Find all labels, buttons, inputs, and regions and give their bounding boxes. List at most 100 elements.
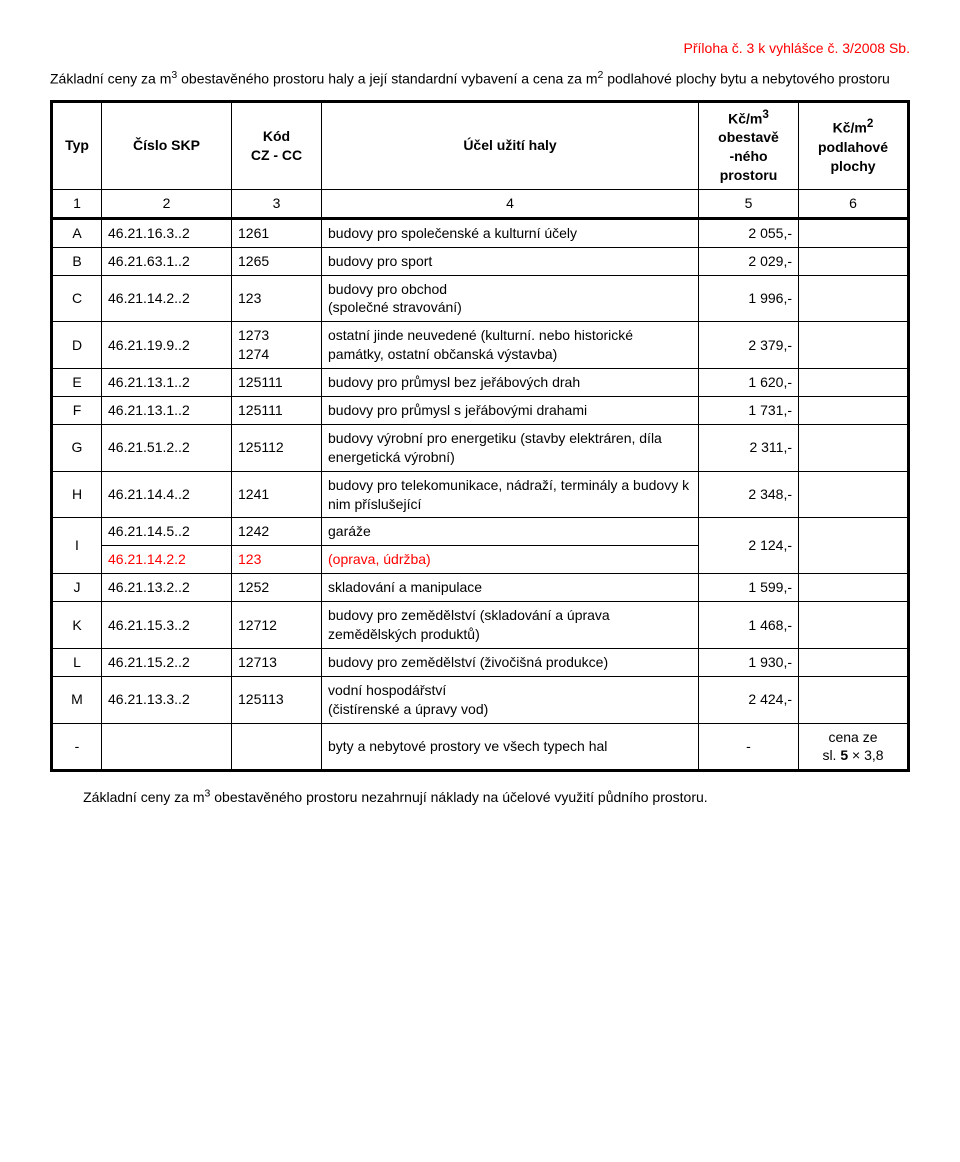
cell-kod: 12731274 (232, 322, 322, 369)
cell-typ: - (52, 723, 102, 771)
document-title: Základní ceny za m3 obestavěného prostor… (50, 68, 910, 90)
cell-kod: 12712 (232, 602, 322, 649)
cell-kc1: 1 930,- (699, 648, 799, 676)
col-header-typ: Typ (52, 101, 102, 189)
cell-kod: 1261 (232, 218, 322, 247)
cell-kc2 (799, 275, 909, 322)
cell-typ: D (52, 322, 102, 369)
cell-ucel: budovy pro průmysl bez jeřábových drah (322, 369, 699, 397)
cell-kc1: 2 055,- (699, 218, 799, 247)
cell-typ: M (52, 676, 102, 723)
numrow-2: 2 (102, 189, 232, 218)
cell-ucel: budovy pro průmysl s jeřábovými drahami (322, 397, 699, 425)
cell-kc1: - (699, 723, 799, 771)
cell-kc1: 1 996,- (699, 275, 799, 322)
cell-skp: 46.21.51.2..2 (102, 424, 232, 471)
col-header-ucel: Účel užití haly (322, 101, 699, 189)
cell-typ: C (52, 275, 102, 322)
cell-skp: 46.21.14.2..2 (102, 275, 232, 322)
cell-ucel: budovy pro zemědělství (živočišná produk… (322, 648, 699, 676)
cell-typ: E (52, 369, 102, 397)
cell-kod: 1265 (232, 247, 322, 275)
cell-kc2: cena zesl. 5 × 3,8 (799, 723, 909, 771)
cell-skp-red: 46.21.14.2.2 (102, 546, 232, 574)
cell-kc1: 2 379,- (699, 322, 799, 369)
col-header-kc1: Kč/m3obestavě-néhoprostoru (699, 101, 799, 189)
cell-typ: I (52, 518, 102, 574)
cell-kod: 1242 (232, 518, 322, 546)
cell-skp: 46.21.14.4..2 (102, 471, 232, 518)
cell-typ: L (52, 648, 102, 676)
attachment-header: Příloha č. 3 k vyhlášce č. 3/2008 Sb. (50, 40, 910, 56)
cell-kc1: 2 348,- (699, 471, 799, 518)
cell-skp: 46.21.14.5..2 (102, 518, 232, 546)
cell-kod: 125111 (232, 369, 322, 397)
cell-typ: J (52, 574, 102, 602)
cell-typ: K (52, 602, 102, 649)
cell-ucel: skladování a manipulace (322, 574, 699, 602)
cell-kod: 123 (232, 275, 322, 322)
cell-skp: 46.21.19.9..2 (102, 322, 232, 369)
cell-typ: F (52, 397, 102, 425)
cell-kc2 (799, 518, 909, 574)
cell-kod (232, 723, 322, 771)
cell-kod-red: 123 (232, 546, 322, 574)
cell-kod: 12713 (232, 648, 322, 676)
cell-ucel-red: (oprava, údržba) (322, 546, 699, 574)
cell-kc1: 1 620,- (699, 369, 799, 397)
cell-kc1: 2 424,- (699, 676, 799, 723)
col-header-skp: Číslo SKP (102, 101, 232, 189)
cell-typ: A (52, 218, 102, 247)
cell-kod: 1252 (232, 574, 322, 602)
cell-kod: 125111 (232, 397, 322, 425)
cell-skp: 46.21.13.1..2 (102, 369, 232, 397)
numrow-5: 5 (699, 189, 799, 218)
cell-kc2 (799, 322, 909, 369)
numrow-1: 1 (52, 189, 102, 218)
cell-ucel: byty a nebytové prostory ve všech typech… (322, 723, 699, 771)
cell-skp: 46.21.13.2..2 (102, 574, 232, 602)
cell-kc2 (799, 676, 909, 723)
cell-ucel: budovy výrobní pro energetiku (stavby el… (322, 424, 699, 471)
cell-kc1: 2 124,- (699, 518, 799, 574)
cell-kod: 1241 (232, 471, 322, 518)
cell-kod: 125112 (232, 424, 322, 471)
cell-kc2 (799, 471, 909, 518)
col-header-kc2: Kč/m2podlahovéplochy (799, 101, 909, 189)
numrow-6: 6 (799, 189, 909, 218)
cell-ucel: budovy pro sport (322, 247, 699, 275)
cell-ucel: garáže (322, 518, 699, 546)
numrow-4: 4 (322, 189, 699, 218)
cell-ucel: budovy pro společenské a kulturní účely (322, 218, 699, 247)
price-table: Typ Číslo SKP KódCZ - CC Účel užití haly… (50, 100, 910, 773)
cell-skp: 46.21.13.1..2 (102, 397, 232, 425)
cell-kc2 (799, 369, 909, 397)
cell-skp: 46.21.13.3..2 (102, 676, 232, 723)
cell-kod: 125113 (232, 676, 322, 723)
cell-kc2 (799, 648, 909, 676)
cell-ucel: ostatní jinde neuvedené (kulturní. nebo … (322, 322, 699, 369)
cell-kc1: 1 599,- (699, 574, 799, 602)
cell-typ: H (52, 471, 102, 518)
cell-kc1: 1 731,- (699, 397, 799, 425)
cell-ucel: vodní hospodářství(čistírenské a úpravy … (322, 676, 699, 723)
cell-kc1: 2 311,- (699, 424, 799, 471)
numrow-3: 3 (232, 189, 322, 218)
cell-skp: 46.21.15.3..2 (102, 602, 232, 649)
cell-kc1: 2 029,- (699, 247, 799, 275)
cell-kc2 (799, 574, 909, 602)
footnote: Základní ceny za m3 obestavěného prostor… (50, 786, 910, 807)
cell-kc2 (799, 218, 909, 247)
cell-typ: B (52, 247, 102, 275)
cell-kc1: 1 468,- (699, 602, 799, 649)
cell-ucel: budovy pro obchod(společné stravování) (322, 275, 699, 322)
cell-ucel: budovy pro telekomunikace, nádraží, term… (322, 471, 699, 518)
cell-skp (102, 723, 232, 771)
cell-kc2 (799, 602, 909, 649)
cell-skp: 46.21.15.2..2 (102, 648, 232, 676)
cell-kc2 (799, 424, 909, 471)
cell-kc2 (799, 247, 909, 275)
col-header-kod: KódCZ - CC (232, 101, 322, 189)
cell-kc2 (799, 397, 909, 425)
cell-ucel: budovy pro zemědělství (skladování a úpr… (322, 602, 699, 649)
